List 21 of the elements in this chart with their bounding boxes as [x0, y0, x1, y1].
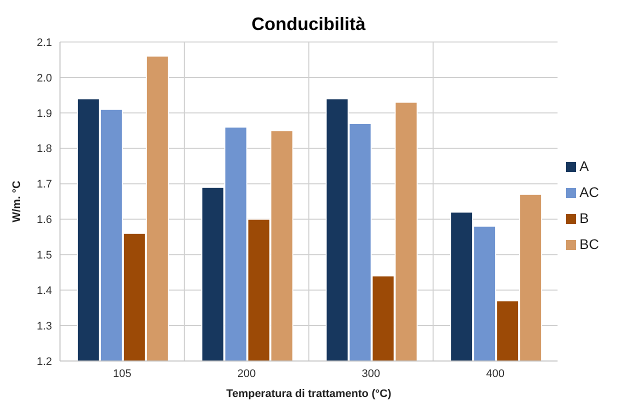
legend-label: B — [580, 210, 589, 226]
y-tick-label: 1.8 — [36, 143, 52, 156]
x-tick-label: 200 — [237, 368, 256, 380]
y-tick-label: 2.0 — [36, 72, 52, 84]
y-tick-label: 2.1 — [36, 36, 52, 49]
legend-label: BC — [580, 236, 599, 252]
y-tick-label: 1.2 — [36, 356, 52, 368]
legend-label: AC — [580, 184, 599, 200]
y-tick-label: 1.7 — [36, 178, 52, 191]
chart-title: Conducibilità — [250, 14, 366, 35]
legend-label: A — [580, 158, 589, 174]
x-tick-label: 105 — [113, 368, 132, 380]
y-tick-label: 1.6 — [36, 214, 52, 226]
x-tick-label: 300 — [362, 368, 380, 380]
x-tick-label: 400 — [486, 368, 505, 380]
y-tick-label: 1.3 — [36, 320, 52, 332]
y-tick-label: 1.4 — [36, 285, 52, 298]
y-tick-label: 1.5 — [36, 250, 52, 262]
y-axis-title: W/m. °C — [10, 180, 23, 222]
y-tick-label: 1.9 — [36, 108, 52, 120]
x-axis-title: Temperatura di trattamento (°C) — [226, 388, 392, 400]
